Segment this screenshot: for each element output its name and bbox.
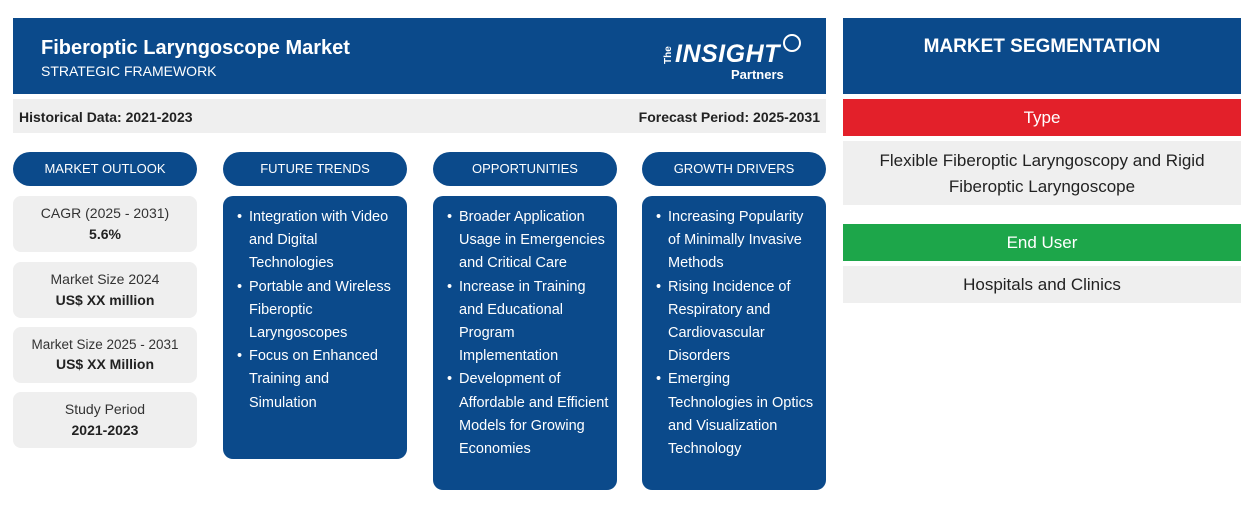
future-trends-list: Integration with Video and Digital Techn… (223, 196, 407, 415)
study-period-label: Study Period (64, 401, 146, 417)
list-item: Development of Affordable and Efficient … (447, 368, 609, 461)
market-size-2024-label: Market Size 2024 (50, 271, 160, 287)
list-item: Integration with Video and Digital Techn… (237, 206, 399, 276)
market-size-2024-value: US$ XX million (55, 292, 155, 308)
market-size-forecast-value: US$ XX Million (55, 356, 154, 372)
growth-drivers-list: Increasing Popularity of Minimally Invas… (642, 196, 826, 461)
end-user-segment-heading: End User (843, 224, 1241, 261)
market-segmentation-heading: MARKET SEGMENTATION (843, 18, 1241, 94)
end-user-segment-value: Hospitals and Clinics (843, 266, 1241, 303)
logo-swoosh-icon (783, 34, 801, 52)
page-subtitle: STRATEGIC FRAMEWORK (41, 63, 217, 79)
page-title: Fiberoptic Laryngoscope Market (41, 37, 350, 59)
cagr-value: 5.6% (89, 226, 121, 242)
opportunities-panel: Broader Application Usage in Emergencies… (433, 196, 617, 490)
opportunities-list: Broader Application Usage in Emergencies… (433, 196, 617, 461)
market-size-forecast-card: Market Size 2025 - 2031 US$ XX Million (13, 327, 197, 383)
cagr-card: CAGR (2025 - 2031) 5.6% (13, 196, 197, 252)
list-item: Increasing Popularity of Minimally Invas… (656, 206, 818, 276)
logo-the-text: The (663, 46, 674, 64)
logo-insight-text: INSIGHT (675, 40, 780, 68)
list-item: Focus on Enhanced Training and Simulatio… (237, 345, 399, 415)
future-trends-panel: Integration with Video and Digital Techn… (223, 196, 407, 459)
market-size-2024-card: Market Size 2024 US$ XX million (13, 262, 197, 318)
type-segment-value: Flexible Fiberoptic Laryngoscopy and Rig… (843, 141, 1241, 205)
growth-drivers-panel: Increasing Popularity of Minimally Invas… (642, 196, 826, 490)
growth-drivers-heading: GROWTH DRIVERS (642, 152, 826, 186)
list-item: Emerging Technologies in Optics and Visu… (656, 368, 818, 461)
study-period-card: Study Period 2021-2023 (13, 392, 197, 448)
period-bar: Historical Data: 2021-2023 Forecast Peri… (13, 99, 826, 133)
opportunities-heading: OPPORTUNITIES (433, 152, 617, 186)
market-size-forecast-label: Market Size 2025 - 2031 (31, 337, 179, 352)
list-item: Rising Incidence of Respiratory and Card… (656, 276, 818, 369)
type-segment-heading: Type (843, 99, 1241, 136)
study-period-value: 2021-2023 (71, 422, 139, 438)
list-item: Broader Application Usage in Emergencies… (447, 206, 609, 276)
insight-partners-logo: The INSIGHT Partners (663, 30, 803, 86)
historical-data-label: Historical Data: 2021-2023 (19, 109, 193, 125)
future-trends-heading: FUTURE TRENDS (223, 152, 407, 186)
logo-partners-text: Partners (731, 67, 784, 82)
market-outlook-heading: MARKET OUTLOOK (13, 152, 197, 186)
header-banner: Fiberoptic Laryngoscope Market STRATEGIC… (13, 18, 826, 94)
list-item: Increase in Training and Educational Pro… (447, 276, 609, 369)
cagr-label: CAGR (2025 - 2031) (40, 205, 170, 221)
list-item: Portable and Wireless Fiberoptic Laryngo… (237, 276, 399, 346)
forecast-period-label: Forecast Period: 2025-2031 (638, 109, 820, 125)
